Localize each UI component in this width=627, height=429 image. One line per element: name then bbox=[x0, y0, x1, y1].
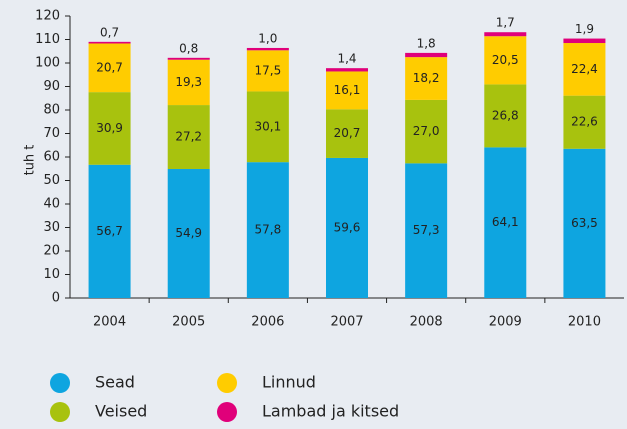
legend-swatch bbox=[217, 373, 237, 393]
x-tick-label: 2009 bbox=[489, 315, 522, 330]
data-label: 63,5 bbox=[571, 216, 598, 230]
x-tick-label: 2010 bbox=[568, 315, 601, 330]
y-tick-label: 10 bbox=[43, 267, 60, 282]
bar-segment bbox=[326, 68, 368, 72]
data-label: 17,5 bbox=[254, 63, 281, 77]
x-tick-label: 2005 bbox=[172, 315, 205, 330]
legend-label: Sead bbox=[95, 373, 135, 392]
bar-segment bbox=[246, 47, 289, 51]
bar-segment bbox=[405, 99, 448, 164]
bar-segment bbox=[246, 162, 289, 298]
y-axis-label: tuh t bbox=[23, 145, 38, 176]
data-label: 64,1 bbox=[492, 215, 519, 229]
bar-segment bbox=[88, 41, 131, 44]
data-label: 27,0 bbox=[413, 124, 440, 138]
bar-segment bbox=[563, 38, 606, 44]
bar-segment bbox=[246, 50, 289, 92]
x-tick-label: 2008 bbox=[410, 315, 443, 330]
x-tick-label: 2007 bbox=[330, 315, 363, 330]
bar-segment bbox=[167, 168, 210, 298]
data-label: 18,2 bbox=[413, 71, 440, 85]
y-tick-label: 90 bbox=[43, 79, 60, 94]
legend-label: Veised bbox=[95, 402, 147, 421]
y-tick-label: 30 bbox=[43, 220, 60, 235]
bar-segment bbox=[484, 32, 527, 37]
bar-segment bbox=[484, 147, 527, 298]
x-tick-label: 2004 bbox=[93, 315, 126, 330]
bar-segment bbox=[563, 95, 606, 149]
bar-segment bbox=[88, 43, 131, 93]
y-tick-label: 70 bbox=[43, 126, 60, 141]
y-tick-label: 110 bbox=[35, 32, 60, 47]
bar-segment bbox=[167, 105, 210, 169]
bar-segment bbox=[563, 148, 606, 298]
bar-segment bbox=[326, 71, 368, 110]
bar-segment bbox=[484, 84, 527, 148]
y-tick-label: 0 bbox=[52, 291, 60, 306]
data-label: 20,7 bbox=[334, 126, 361, 140]
y-tick-label: 120 bbox=[35, 9, 60, 24]
legend-swatch bbox=[50, 402, 70, 422]
y-tick-label: 100 bbox=[35, 56, 60, 71]
data-label: 1,4 bbox=[337, 52, 356, 66]
y-tick-label: 60 bbox=[43, 150, 60, 165]
data-label: 57,8 bbox=[254, 223, 281, 237]
data-label: 56,7 bbox=[96, 224, 123, 238]
data-label: 1,0 bbox=[258, 31, 277, 45]
bar-segment bbox=[167, 57, 210, 60]
bar-segment bbox=[88, 92, 131, 165]
bar-segment bbox=[167, 59, 210, 106]
data-label: 27,2 bbox=[175, 130, 202, 144]
data-label: 20,5 bbox=[492, 53, 519, 67]
data-label: 20,7 bbox=[96, 60, 123, 74]
bar-segment bbox=[246, 91, 289, 163]
bar-segment bbox=[405, 57, 448, 100]
data-label: 54,9 bbox=[175, 226, 202, 240]
data-label: 57,3 bbox=[413, 223, 440, 237]
legend-swatch bbox=[217, 402, 237, 422]
x-tick-label: 2006 bbox=[251, 315, 284, 330]
data-label: 22,4 bbox=[571, 62, 598, 76]
data-label: 59,6 bbox=[334, 220, 361, 234]
bar-segment bbox=[405, 52, 448, 58]
legend-label: Linnud bbox=[262, 373, 316, 392]
bar-segment bbox=[563, 43, 606, 96]
data-label: 0,7 bbox=[100, 25, 119, 39]
bar-segment bbox=[405, 163, 448, 298]
bar-segment bbox=[88, 164, 131, 298]
y-tick-label: 50 bbox=[43, 173, 60, 188]
bar-segment bbox=[326, 109, 368, 158]
data-label: 30,1 bbox=[254, 119, 281, 133]
y-tick-label: 20 bbox=[43, 244, 60, 259]
legend-swatch bbox=[50, 373, 70, 393]
bar-segment bbox=[484, 36, 527, 85]
legend-label: Lambad ja kitsed bbox=[262, 402, 399, 421]
data-label: 1,9 bbox=[575, 22, 594, 36]
data-label: 30,9 bbox=[96, 121, 123, 135]
data-label: 1,7 bbox=[496, 16, 515, 30]
y-tick-label: 80 bbox=[43, 103, 60, 118]
bar-segment bbox=[326, 157, 368, 298]
data-label: 1,8 bbox=[417, 36, 436, 50]
data-label: 19,3 bbox=[175, 75, 202, 89]
data-label: 0,8 bbox=[179, 41, 198, 55]
data-label: 26,8 bbox=[492, 108, 519, 122]
data-label: 22,6 bbox=[571, 115, 598, 129]
y-tick-label: 40 bbox=[43, 197, 60, 212]
data-label: 16,1 bbox=[334, 83, 361, 97]
